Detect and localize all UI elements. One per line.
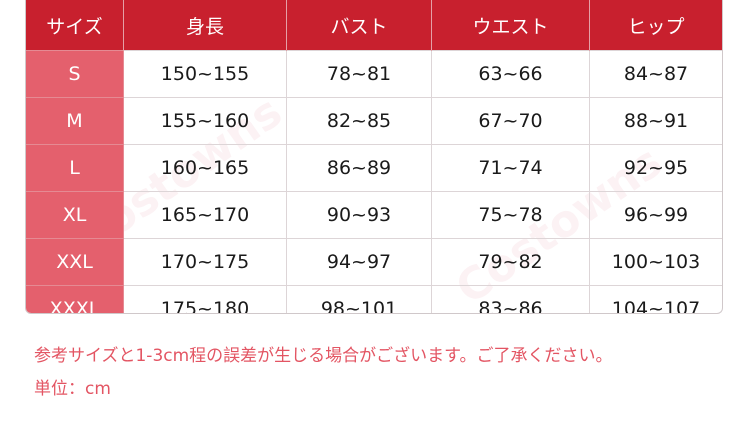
- cell-size: M: [26, 97, 124, 145]
- cell-waist: 83~86: [431, 285, 590, 313]
- cell-waist: 79~82: [431, 238, 590, 286]
- cell-hip: 88~91: [589, 97, 722, 145]
- disclaimer-note: 参考サイズと1-3cm程の誤差が生じる場合がございます。ご了承ください。: [34, 346, 613, 366]
- table-row: XL 165~170 90~93 75~78 96~99: [26, 191, 722, 239]
- cell-height: 175~180: [123, 285, 287, 313]
- header-height: 身長: [123, 0, 287, 51]
- header-hip: ヒップ: [589, 0, 722, 51]
- table-row: L 160~165 86~89 71~74 92~95: [26, 144, 722, 192]
- table-row: XXXL 175~180 98~101 83~86 104~107: [26, 285, 722, 313]
- cell-bust: 86~89: [286, 144, 432, 192]
- cell-height: 150~155: [123, 50, 287, 98]
- cell-waist: 63~66: [431, 50, 590, 98]
- table-row: M 155~160 82~85 67~70 88~91: [26, 97, 722, 145]
- cell-waist: 67~70: [431, 97, 590, 145]
- cell-size: L: [26, 144, 124, 192]
- cell-hip: 104~107: [589, 285, 722, 313]
- header-row: サイズ 身長 バスト ウエスト ヒップ: [26, 0, 722, 51]
- unit-note: 単位：cm: [34, 379, 111, 399]
- cell-size: XXXL: [26, 285, 124, 313]
- cell-height: 155~160: [123, 97, 287, 145]
- cell-height: 165~170: [123, 191, 287, 239]
- cell-bust: 90~93: [286, 191, 432, 239]
- cell-hip: 100~103: [589, 238, 722, 286]
- cell-size: XXL: [26, 238, 124, 286]
- cell-bust: 94~97: [286, 238, 432, 286]
- cell-bust: 98~101: [286, 285, 432, 313]
- cell-hip: 84~87: [589, 50, 722, 98]
- header-waist: ウエスト: [431, 0, 590, 51]
- cell-height: 160~165: [123, 144, 287, 192]
- cell-waist: 75~78: [431, 191, 590, 239]
- table-row: XXL 170~175 94~97 79~82 100~103: [26, 238, 722, 286]
- size-chart-table: サイズ 身長 バスト ウエスト ヒップ S 150~155 78~81 63~66 84…: [25, 0, 723, 314]
- cell-hip: 92~95: [589, 144, 722, 192]
- cell-size: XL: [26, 191, 124, 239]
- table-row: S 150~155 78~81 63~66 84~87: [26, 50, 722, 98]
- header-size: サイズ: [26, 0, 124, 51]
- cell-bust: 82~85: [286, 97, 432, 145]
- cell-hip: 96~99: [589, 191, 722, 239]
- cell-waist: 71~74: [431, 144, 590, 192]
- cell-height: 170~175: [123, 238, 287, 286]
- cell-size: S: [26, 50, 124, 98]
- header-bust: バスト: [286, 0, 432, 51]
- cell-bust: 78~81: [286, 50, 432, 98]
